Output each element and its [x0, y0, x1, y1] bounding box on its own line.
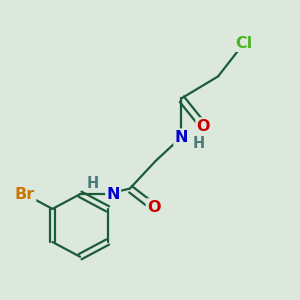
Text: N: N	[175, 130, 188, 145]
Text: O: O	[196, 118, 210, 134]
Text: H: H	[193, 136, 205, 151]
Text: Cl: Cl	[235, 36, 253, 51]
Text: Br: Br	[15, 187, 35, 202]
Text: O: O	[147, 200, 160, 214]
Text: N: N	[106, 187, 120, 202]
Text: H: H	[87, 176, 99, 190]
